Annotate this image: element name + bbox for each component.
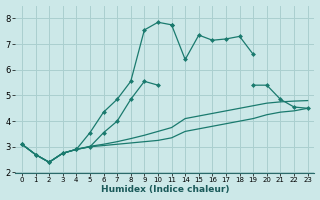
X-axis label: Humidex (Indice chaleur): Humidex (Indice chaleur) — [100, 185, 229, 194]
